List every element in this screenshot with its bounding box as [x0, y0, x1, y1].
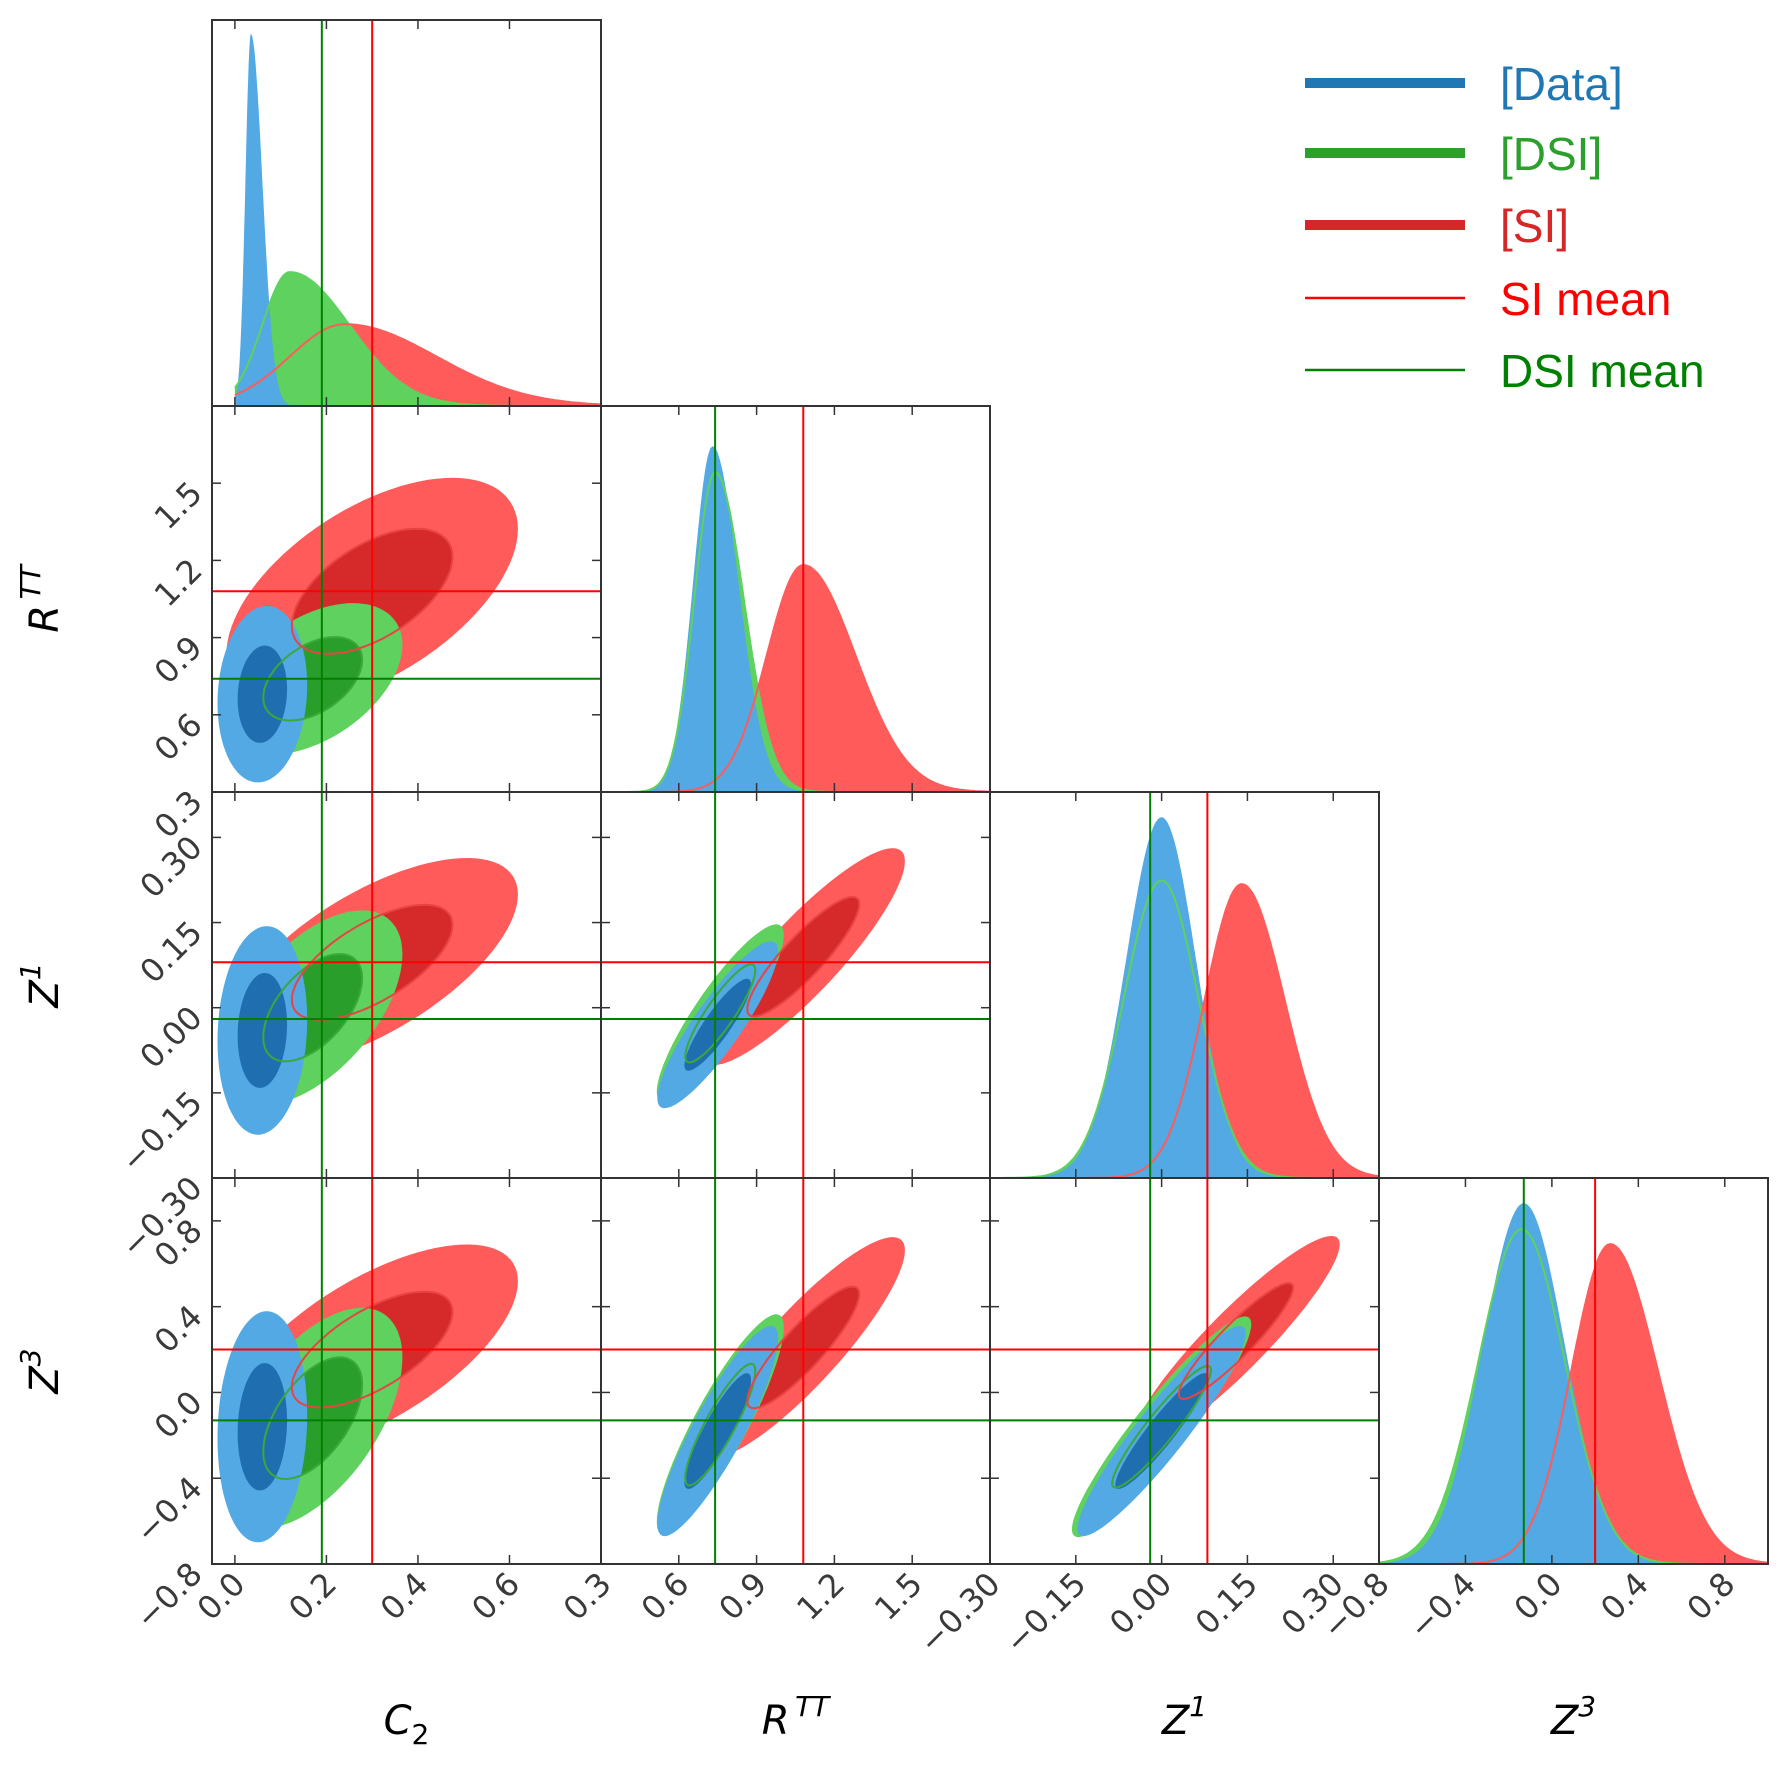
panel-body [601, 446, 990, 792]
x-axis-label-sup: 1 [1189, 1690, 1207, 1723]
x-tick-label-Z1: 0.15 [1188, 1565, 1265, 1642]
contour-outline-dsi [684, 1362, 757, 1487]
contour-outline-dsi [262, 1356, 364, 1481]
panel-C2-vs-RTT [211, 405, 602, 793]
panel-body [217, 1244, 518, 1543]
contour-outline-si [290, 903, 454, 1021]
y-axis-label-RTT: R TT [14, 563, 68, 632]
contour-outline-dsi [1111, 1365, 1213, 1489]
y-axis-label-sup: 1 [14, 962, 47, 980]
x-tick-label-C2: 0.4 [373, 1565, 436, 1628]
y-tick-label-Z1: 0.15 [132, 913, 209, 990]
y-tick-label-Z3: 0.4 [147, 1297, 210, 1360]
x-tick-label-Z3: 0.0 [1507, 1565, 1570, 1628]
marginal-fill-data [601, 446, 990, 792]
y-tick-label-Z3: 0.0 [147, 1383, 210, 1446]
y-axis-label-Z3: Z3 [14, 1348, 68, 1394]
contour-68-data [684, 1373, 751, 1489]
x-tick-label-Z1: −0.30 [911, 1565, 1007, 1661]
y-tick-label-Z3: −0.4 [128, 1469, 210, 1551]
contour-outline-si [290, 1290, 454, 1409]
x-tick-label-RTT: 0.3 [556, 1565, 619, 1628]
contour-outline-dsi [262, 636, 364, 722]
x-axis-label-sup: TT [789, 1690, 831, 1723]
marginal-line-si [234, 323, 601, 406]
contour-outline-si [1177, 1282, 1295, 1400]
legend-label-si-mean: SI mean [1500, 273, 1671, 325]
x-axis-label-Z3: Z3 [1550, 1690, 1596, 1744]
panel-Z1-vs-Z3 [989, 1177, 1380, 1565]
contour-outline-si [746, 1285, 861, 1410]
x-tick-label-RTT: 0.9 [711, 1565, 774, 1628]
y-tick-label-RTT: 1.2 [147, 551, 210, 614]
x-axis-label-sub: 2 [412, 1718, 430, 1751]
panel-diag-C2 [211, 19, 602, 407]
marginal-fill-si [990, 884, 1379, 1178]
contour-outline-dsi [262, 953, 364, 1063]
legend: [Data] [DSI] [SI] SI mean DSI mean [1305, 58, 1705, 397]
panel-C2-vs-Z3 [211, 1177, 602, 1565]
contour-outline-si [746, 895, 861, 1018]
x-tick-label-Z1: −0.15 [997, 1565, 1093, 1661]
y-axis-label-sup: 3 [14, 1348, 47, 1366]
marginal-fill-dsi [234, 272, 601, 406]
panel-diag-Z1 [989, 791, 1380, 1179]
y-axis-label-sup: TT [14, 563, 47, 605]
panel-body [990, 817, 1379, 1178]
y-tick-label-RTT: 1.5 [147, 474, 210, 537]
x-tick-label-C2: 0.2 [281, 1565, 344, 1628]
contour-outline-si [290, 527, 454, 655]
legend-label-dsi-mean: DSI mean [1500, 345, 1705, 397]
panel-body [656, 848, 905, 1109]
panel-RTT-vs-Z3 [600, 1177, 991, 1565]
panel-diag-RTT [600, 405, 991, 793]
panel-diag-Z3 [1378, 1177, 1769, 1565]
x-tick-label-RTT: 0.6 [634, 1565, 697, 1628]
y-tick-label-Z1: 0.30 [132, 828, 209, 905]
marginal-line-dsi [234, 271, 601, 406]
marginal-fill-data [990, 817, 1379, 1178]
panel-body [656, 1237, 905, 1537]
y-tick-label-RTT: 0.6 [147, 706, 210, 769]
x-axis-label-Z1: Z1 [1161, 1690, 1207, 1744]
marginal-fill-data [234, 34, 309, 406]
x-tick-label-Z3: 0.8 [1680, 1565, 1743, 1628]
x-axis-label-C2: C2 [384, 1698, 430, 1751]
marginal-fill-si [601, 565, 990, 792]
y-axis-label-Z1: Z1 [14, 962, 68, 1008]
panel-frame [1378, 1177, 1769, 1565]
x-tick-label-Z1: 0.00 [1102, 1565, 1179, 1642]
marginal-fill-data [1379, 1203, 1768, 1564]
marginal-line-dsi [601, 470, 990, 792]
x-tick-label-C2: 0.6 [464, 1565, 527, 1628]
panel-body [1071, 1235, 1340, 1538]
legend-label-data: [Data] [1500, 58, 1623, 110]
panel-body [1379, 1203, 1768, 1564]
x-tick-label-RTT: 1.2 [789, 1565, 852, 1628]
contour-outline-dsi [684, 963, 757, 1064]
contour-68-data [237, 1363, 288, 1491]
y-tick-label-Z1: 0.00 [132, 998, 209, 1075]
x-tick-label-Z3: 0.4 [1593, 1565, 1656, 1628]
legend-label-dsi: [DSI] [1500, 128, 1602, 180]
x-axis-label-sup: 3 [1578, 1690, 1596, 1723]
y-tick-label-Z1: −0.15 [113, 1084, 209, 1180]
panel-C2-vs-Z1 [211, 791, 602, 1179]
panel-RTT-vs-Z1 [600, 791, 991, 1179]
x-tick-label-Z3: −0.4 [1401, 1565, 1483, 1647]
legend-label-si: [SI] [1500, 200, 1569, 252]
panel-body [217, 477, 518, 783]
marginal-line-si [990, 883, 1379, 1178]
panel-body [217, 858, 518, 1135]
x-tick-label-RTT: 1.5 [867, 1565, 930, 1628]
marginal-line-si [1379, 1243, 1768, 1564]
x-axis-label-RTT: R TT [762, 1690, 831, 1744]
contour-68-data [684, 978, 751, 1071]
panel-body [234, 34, 601, 406]
contour-68-data [1115, 1373, 1208, 1489]
y-tick-label-RTT: 0.9 [147, 628, 210, 691]
